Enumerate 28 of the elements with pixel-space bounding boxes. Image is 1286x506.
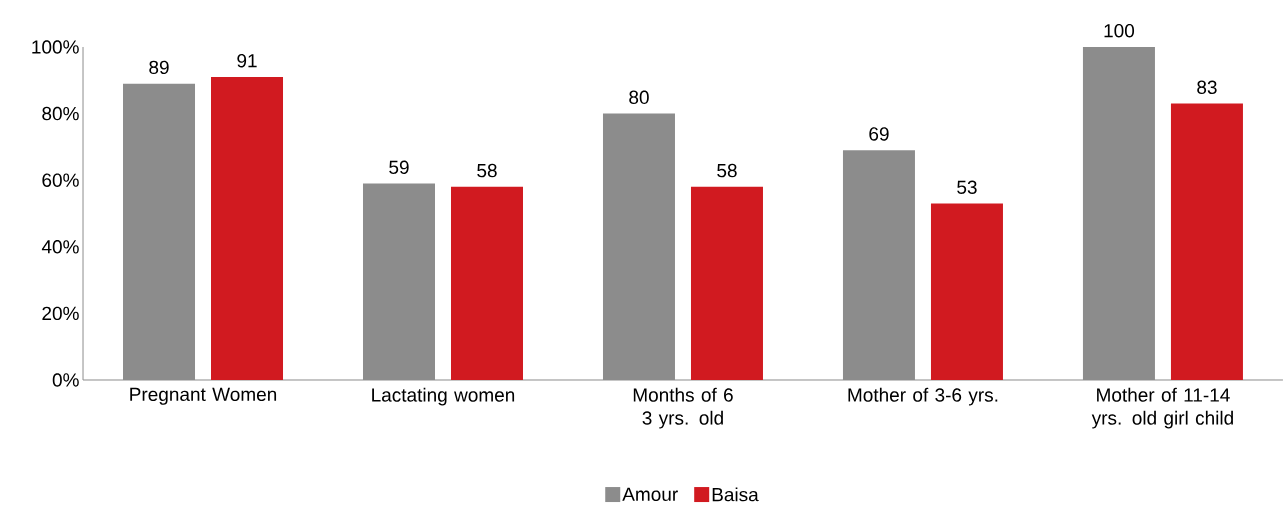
bar xyxy=(211,76,284,380)
x-tick-label: Mother of 11-14 yrs. old girl child xyxy=(1091,387,1233,429)
y-tick-label: 0% xyxy=(52,373,79,387)
y-tick-label: 60% xyxy=(42,173,79,187)
y-tick-label: 100% xyxy=(32,40,79,54)
data-label: 89 xyxy=(149,60,169,75)
data-label: 58 xyxy=(477,163,497,178)
data-label: 53 xyxy=(957,180,977,194)
y-tick-label: 80% xyxy=(42,106,79,121)
data-label: 83 xyxy=(1197,80,1217,95)
data-label: 58 xyxy=(717,163,737,178)
legend-label: Baisa xyxy=(712,487,759,502)
data-label: 59 xyxy=(389,160,409,174)
x-tick-label: Mother of 3-6 yrs. xyxy=(848,387,998,406)
y-tick-label: 20% xyxy=(42,306,79,321)
x-tick-label: Months of 6 3 yrs. old xyxy=(633,387,733,429)
y-tick-label: 40% xyxy=(41,240,79,254)
bar xyxy=(690,186,763,380)
data-label: 69 xyxy=(869,127,889,141)
bar xyxy=(930,203,1003,380)
data-label: 100 xyxy=(1104,24,1135,38)
bar xyxy=(450,186,523,380)
legend-label: Amour xyxy=(622,487,678,502)
x-tick-label: Pregnant Women xyxy=(130,387,277,405)
bar xyxy=(1170,103,1243,380)
data-label: 80 xyxy=(629,90,649,105)
data-label: 91 xyxy=(237,53,257,68)
x-tick-label: Lactating women xyxy=(372,387,515,406)
